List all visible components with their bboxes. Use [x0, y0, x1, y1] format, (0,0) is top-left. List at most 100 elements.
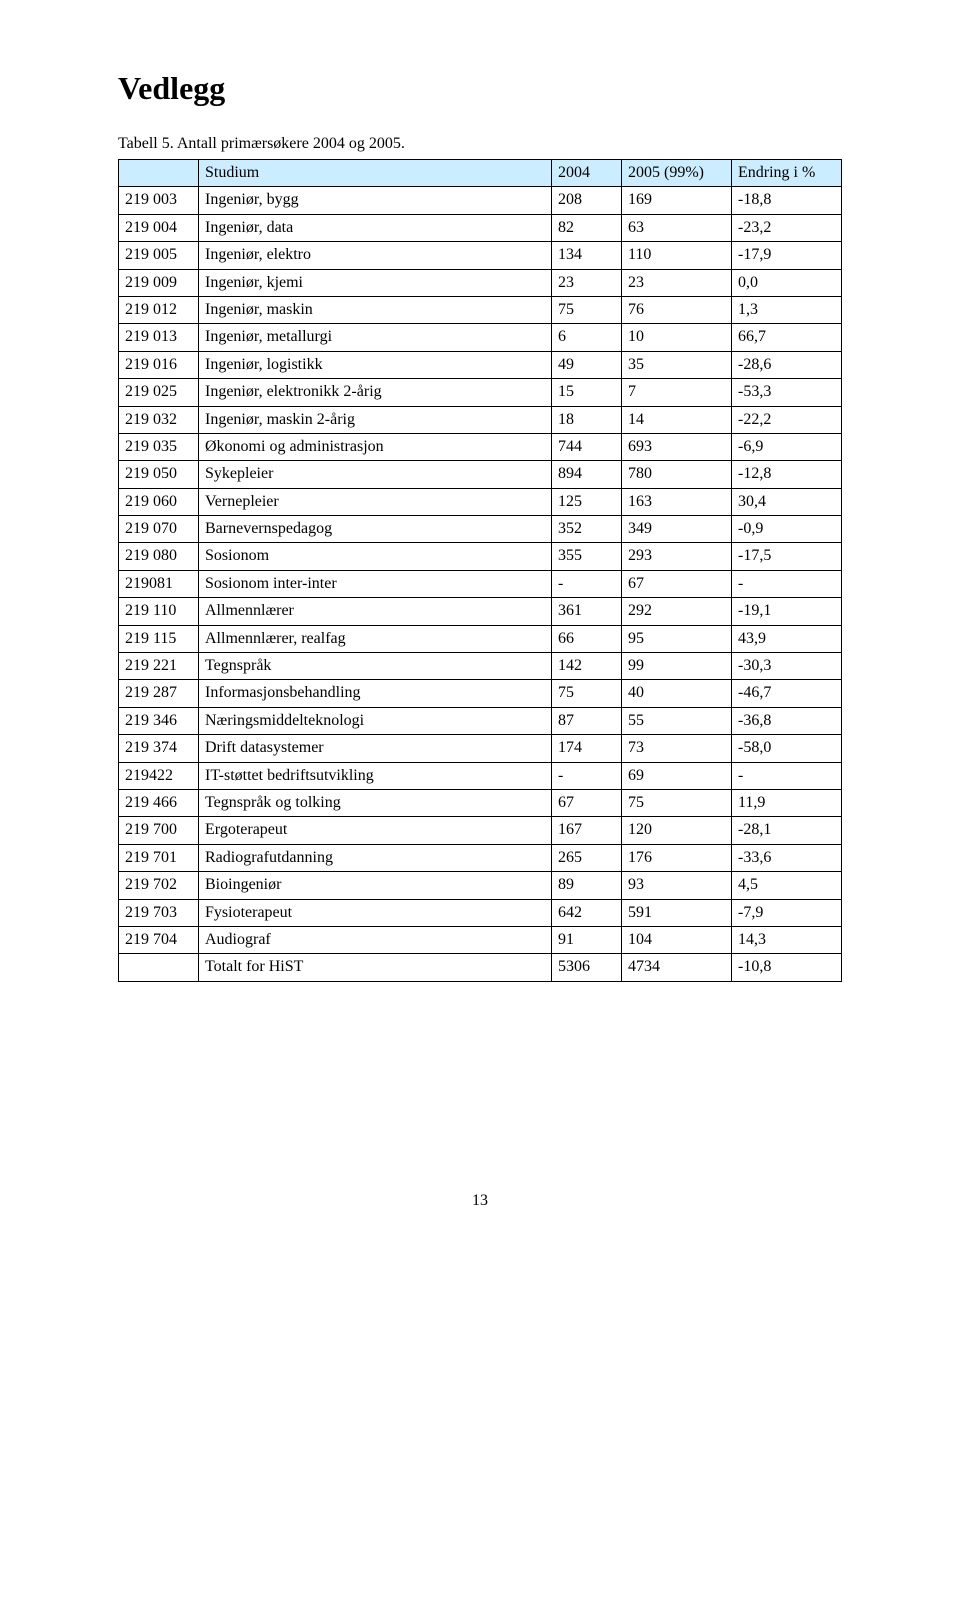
table-cell: 89: [552, 872, 622, 899]
table-cell: 219 070: [119, 516, 199, 543]
table-cell: -22,2: [732, 406, 842, 433]
table-cell: -23,2: [732, 214, 842, 241]
table-cell: 14: [622, 406, 732, 433]
table-cell: 110: [622, 242, 732, 269]
table-cell: -6,9: [732, 433, 842, 460]
table-cell: Næringsmiddelteknologi: [199, 707, 552, 734]
table-cell: 167: [552, 817, 622, 844]
table-row: 219 700Ergoterapeut167120-28,1: [119, 817, 842, 844]
table-row: 219 016Ingeniør, logistikk4935-28,6: [119, 351, 842, 378]
table-cell: -58,0: [732, 735, 842, 762]
table-cell: 75: [552, 296, 622, 323]
table-row: 219 060Vernepleier12516330,4: [119, 488, 842, 515]
table-cell: 349: [622, 516, 732, 543]
table-cell: Allmennlærer, realfag: [199, 625, 552, 652]
table-cell: 134: [552, 242, 622, 269]
table-cell: 43,9: [732, 625, 842, 652]
table-cell: 120: [622, 817, 732, 844]
table-cell: 87: [552, 707, 622, 734]
table-cell: Ingeniør, maskin 2-årig: [199, 406, 552, 433]
table-cell: Sykepleier: [199, 461, 552, 488]
table-cell: -: [732, 570, 842, 597]
table-cell: 219 700: [119, 817, 199, 844]
table-cell: 219 287: [119, 680, 199, 707]
table-cell: 219 060: [119, 488, 199, 515]
table-cell: 104: [622, 926, 732, 953]
table-cell: 66,7: [732, 324, 842, 351]
table-cell: 219 050: [119, 461, 199, 488]
table-cell: -: [552, 762, 622, 789]
table-header-row: Studium20042005 (99%)Endring i %: [119, 160, 842, 187]
table-cell: -17,9: [732, 242, 842, 269]
table-cell: Audiograf: [199, 926, 552, 953]
table-cell: -46,7: [732, 680, 842, 707]
table-cell: 219081: [119, 570, 199, 597]
table-cell: Allmennlærer: [199, 598, 552, 625]
table-cell: Sosionom: [199, 543, 552, 570]
table-cell: Ingeniør, kjemi: [199, 269, 552, 296]
table-cell: 4734: [622, 954, 732, 981]
table-cell: 219 004: [119, 214, 199, 241]
table-cell: 82: [552, 214, 622, 241]
table-row: 219 702Bioingeniør89934,5: [119, 872, 842, 899]
table-row: 219081Sosionom inter-inter-67-: [119, 570, 842, 597]
table-cell: 66: [552, 625, 622, 652]
table-cell: 219 703: [119, 899, 199, 926]
table-cell: 6: [552, 324, 622, 351]
table-cell: Ingeniør, bygg: [199, 187, 552, 214]
table-cell: 69: [622, 762, 732, 789]
table-cell: 23: [622, 269, 732, 296]
table-row: 219 009Ingeniør, kjemi23230,0: [119, 269, 842, 296]
table-row: 219 035Økonomi og administrasjon744693-6…: [119, 433, 842, 460]
table-cell: 4,5: [732, 872, 842, 899]
table-cell: -18,8: [732, 187, 842, 214]
table-cell: 219 115: [119, 625, 199, 652]
table-cell: 1,3: [732, 296, 842, 323]
table-cell: 219 032: [119, 406, 199, 433]
table-cell: Barnevernspedagog: [199, 516, 552, 543]
table-header-cell: 2004: [552, 160, 622, 187]
table-cell: -17,5: [732, 543, 842, 570]
table-row: 219 012Ingeniør, maskin75761,3: [119, 296, 842, 323]
table-row: 219 013Ingeniør, metallurgi61066,7: [119, 324, 842, 351]
table-cell: 219 003: [119, 187, 199, 214]
table-cell: 693: [622, 433, 732, 460]
table-row: 219 003Ingeniør, bygg208169-18,8: [119, 187, 842, 214]
table-cell: 219 346: [119, 707, 199, 734]
table-cell: 23: [552, 269, 622, 296]
table-cell: Ergoterapeut: [199, 817, 552, 844]
table-cell: Ingeniør, elektronikk 2-årig: [199, 379, 552, 406]
table-row: 219 221Tegnspråk14299-30,3: [119, 653, 842, 680]
table-cell: 744: [552, 433, 622, 460]
table-cell: -: [552, 570, 622, 597]
table-cell: Ingeniør, elektro: [199, 242, 552, 269]
table-cell: 219 025: [119, 379, 199, 406]
table-cell: 15: [552, 379, 622, 406]
table-cell: Ingeniør, data: [199, 214, 552, 241]
table-cell: IT-støttet bedriftsutvikling: [199, 762, 552, 789]
table-cell: 125: [552, 488, 622, 515]
table-cell: 0,0: [732, 269, 842, 296]
table-cell: Tegnspråk: [199, 653, 552, 680]
table-cell: 219 016: [119, 351, 199, 378]
table-cell: -53,3: [732, 379, 842, 406]
table-cell: 30,4: [732, 488, 842, 515]
table-cell: 176: [622, 844, 732, 871]
table-row: 219422IT-støttet bedriftsutvikling-69-: [119, 762, 842, 789]
table-cell: 219 035: [119, 433, 199, 460]
table-cell: 76: [622, 296, 732, 323]
table-cell: -19,1: [732, 598, 842, 625]
table-row: 219 110Allmennlærer361292-19,1: [119, 598, 842, 625]
table-cell: 142: [552, 653, 622, 680]
table-cell: Totalt for HiST: [199, 954, 552, 981]
table-cell: 163: [622, 488, 732, 515]
table-cell: 63: [622, 214, 732, 241]
table-row: 219 704Audiograf9110414,3: [119, 926, 842, 953]
table-header-cell: Endring i %: [732, 160, 842, 187]
table-cell: 219422: [119, 762, 199, 789]
table-cell: 780: [622, 461, 732, 488]
table-cell: -30,3: [732, 653, 842, 680]
table-cell: 67: [622, 570, 732, 597]
table-cell: 265: [552, 844, 622, 871]
table-cell: 208: [552, 187, 622, 214]
